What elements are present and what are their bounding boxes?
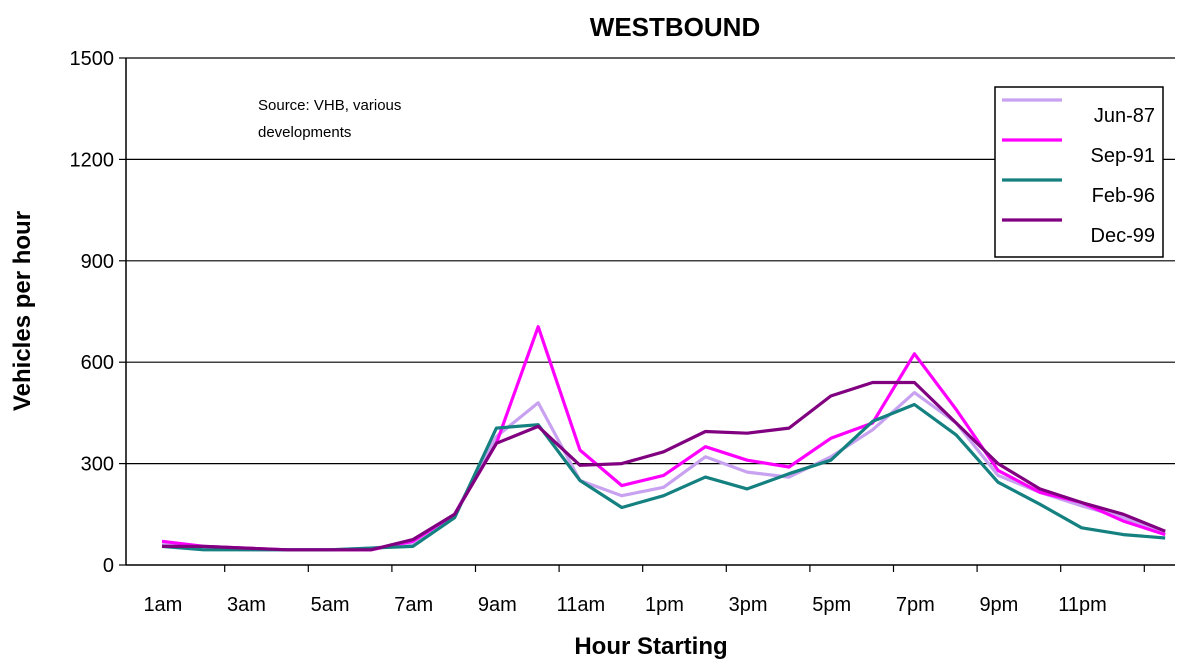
series-line-sep-91 [161, 325, 1166, 552]
x-tick-label: 5am [311, 594, 350, 616]
chart-title: WESTBOUND [590, 12, 760, 42]
legend-label: Feb-96 [1092, 185, 1155, 207]
series-line-dec-99 [162, 380, 1166, 552]
source-annotation: Source: VHB, various developments [258, 97, 401, 141]
y-tick-label: 300 [81, 454, 114, 476]
legend-box [994, 86, 1164, 258]
series-line-jun-87 [161, 391, 1166, 552]
legend-label: Sep-91 [1091, 145, 1156, 167]
x-tick-label: 9am [478, 594, 517, 616]
x-tick-label: 3pm [729, 594, 768, 616]
x-tick-label: 7pm [896, 594, 935, 616]
x-tick-label: 1pm [645, 594, 684, 616]
y-axis-ticks: 0 300 600 900 1200 1500 [70, 48, 126, 577]
legend: Jun-87 Sep-91 Feb-96 Dec-99 [994, 86, 1164, 258]
x-tick-label: 11am [557, 594, 606, 616]
y-axis-label: Vehicles per hour [9, 211, 36, 411]
legend-label: Dec-99 [1091, 225, 1155, 247]
y-tick-label: 600 [81, 352, 114, 374]
x-tick-label: 3am [227, 594, 266, 616]
y-tick-label: 1200 [70, 149, 115, 171]
y-tick-label: 0 [103, 555, 114, 577]
y-tick-label: 900 [81, 251, 114, 273]
x-tick-label: 11pm [1058, 594, 1107, 616]
legend-label: Jun-87 [1094, 105, 1155, 127]
x-axis-ticks: 1am 3am 5am 7am 9am 11am 1pm 3pm 5pm 7pm 9pm 11pm [143, 565, 1145, 616]
y-tick-label: 1500 [70, 48, 115, 70]
x-tick-label: 9pm [979, 594, 1018, 616]
series-lines [161, 325, 1166, 552]
series-line-feb-96 [161, 402, 1166, 552]
x-tick-label: 7am [394, 594, 433, 616]
x-tick-label: 5pm [812, 594, 851, 616]
x-axis-label: Hour Starting [574, 633, 727, 660]
x-tick-label: 1am [143, 594, 182, 616]
